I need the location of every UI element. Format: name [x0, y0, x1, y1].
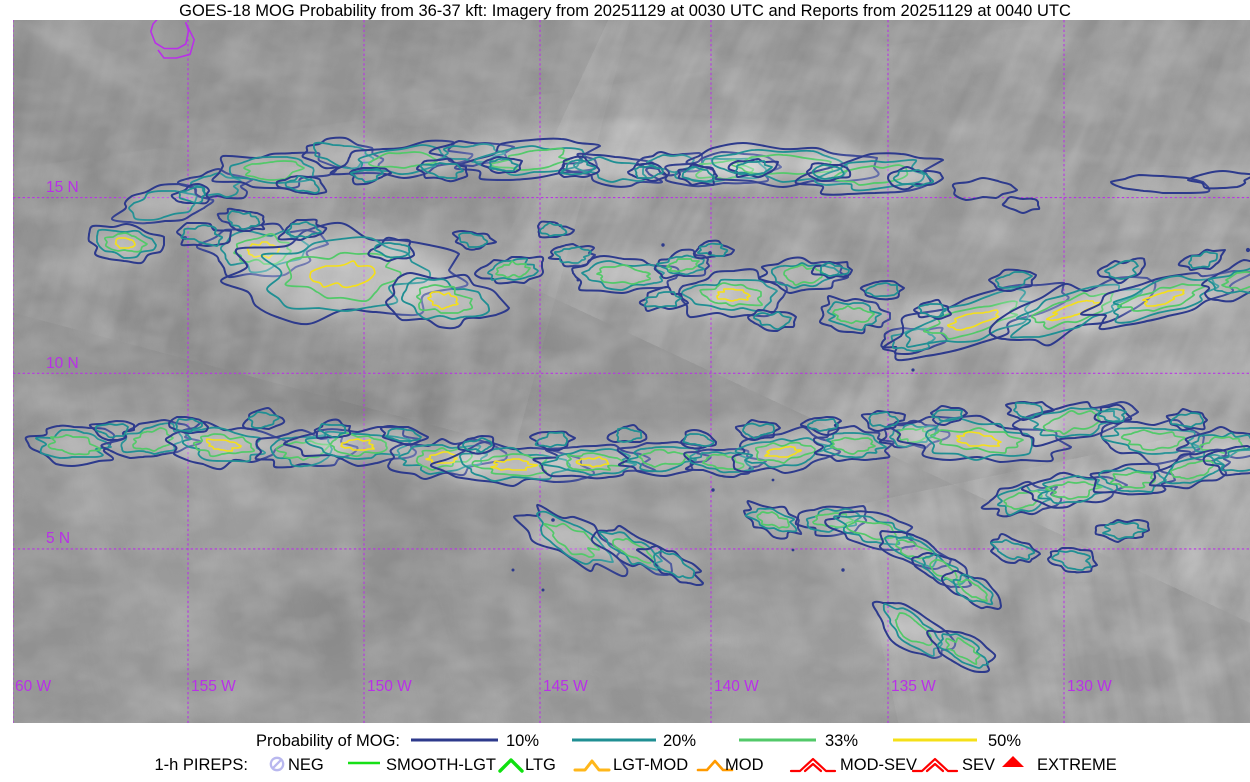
- svg-text:EXTREME: EXTREME: [1037, 756, 1117, 774]
- svg-text:60 W: 60 W: [15, 678, 52, 695]
- svg-text:140 W: 140 W: [714, 678, 759, 695]
- svg-text:33%: 33%: [825, 732, 858, 750]
- svg-text:130 W: 130 W: [1067, 678, 1112, 695]
- svg-text:20%: 20%: [663, 732, 696, 750]
- svg-text:LGT-MOD: LGT-MOD: [613, 756, 688, 774]
- svg-text:50%: 50%: [988, 732, 1021, 750]
- svg-text:150 W: 150 W: [367, 678, 412, 695]
- svg-text:LTG: LTG: [525, 756, 556, 774]
- svg-text:NEG: NEG: [288, 756, 324, 774]
- svg-text:SEV: SEV: [962, 756, 995, 774]
- svg-text:1-h PIREPS:: 1-h PIREPS:: [154, 756, 248, 774]
- svg-text:10 N: 10 N: [46, 355, 79, 372]
- svg-text:145 W: 145 W: [543, 678, 588, 695]
- svg-text:MOD-SEV: MOD-SEV: [840, 756, 917, 774]
- svg-text:MOD: MOD: [725, 756, 764, 774]
- svg-text:10%: 10%: [506, 732, 539, 750]
- svg-text:5 N: 5 N: [46, 530, 70, 547]
- svg-text:155 W: 155 W: [191, 678, 236, 695]
- svg-text:SMOOTH-LGT: SMOOTH-LGT: [386, 756, 496, 774]
- svg-text:15 N: 15 N: [46, 179, 79, 196]
- svg-text:135 W: 135 W: [891, 678, 936, 695]
- svg-text:Probability of MOG:: Probability of MOG:: [256, 732, 400, 750]
